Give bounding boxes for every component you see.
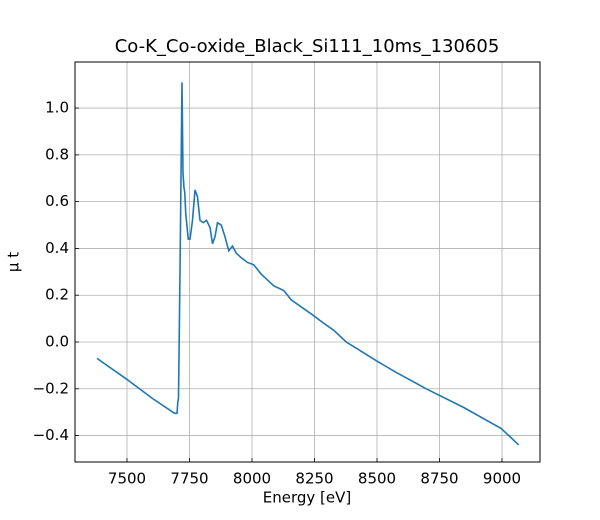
y-tick-label: 1.0 <box>45 99 69 117</box>
y-tick-label: −0.4 <box>33 426 69 444</box>
y-tick-label: 0.4 <box>45 239 69 257</box>
data-line <box>96 82 520 446</box>
x-tick-label: 7750 <box>170 470 208 488</box>
y-tick-label: 0.8 <box>45 145 69 163</box>
x-axis-label: Energy [eV] <box>263 489 351 507</box>
x-tick-label: 8250 <box>295 470 333 488</box>
x-tick-label: 8000 <box>233 470 271 488</box>
y-axis-label: μ t <box>5 252 23 272</box>
y-tick-label: 0.2 <box>45 286 69 304</box>
x-tick-label: 9000 <box>483 470 521 488</box>
y-tick-label: 0.6 <box>45 192 69 210</box>
x-tick-label: 8750 <box>420 470 458 488</box>
x-tick-label: 8500 <box>358 470 396 488</box>
y-tick-label: −0.2 <box>33 379 69 397</box>
x-tick-label: 7500 <box>108 470 146 488</box>
chart-title: Co-K_Co-oxide_Black_Si111_10ms_130605 <box>115 36 500 57</box>
y-tick-label: 0.0 <box>45 333 69 351</box>
plot-frame <box>74 61 541 463</box>
